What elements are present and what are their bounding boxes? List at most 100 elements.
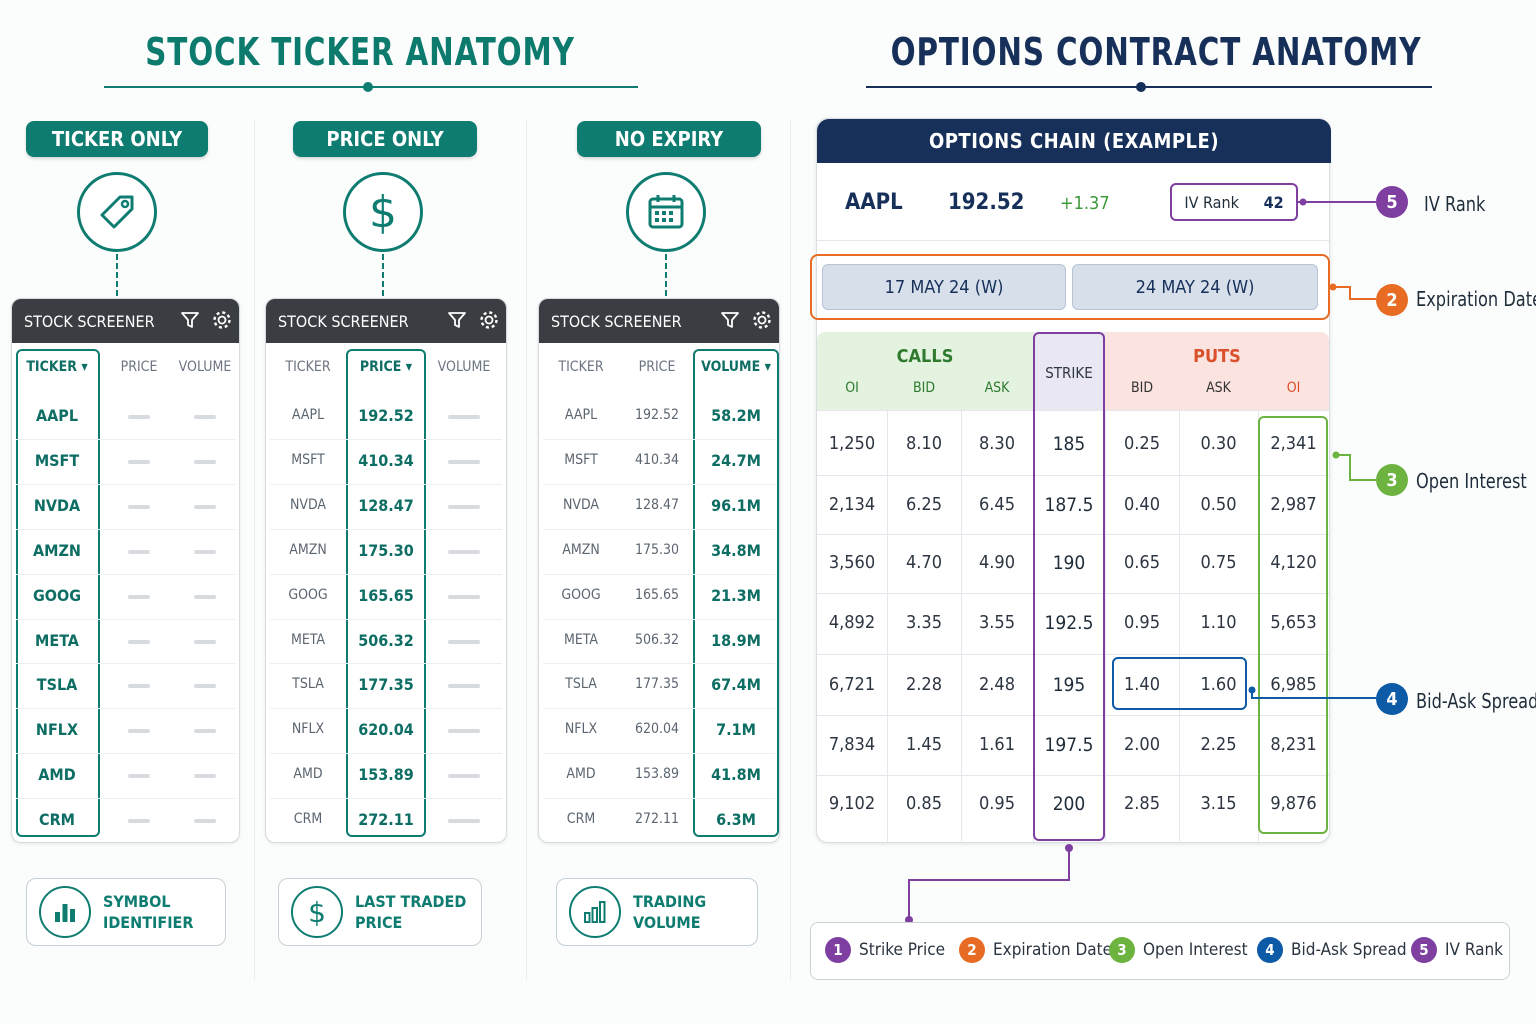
cell-volume: 7.1M <box>716 720 756 739</box>
chain-cell-c-bid[interactable]: 3.35 <box>905 612 943 633</box>
chain-cell-c-bid[interactable]: 0.85 <box>905 793 943 814</box>
grid-line <box>817 775 1329 776</box>
chain-cell-p-bid[interactable]: 2.85 <box>1123 793 1161 814</box>
placeholder-dash <box>194 684 216 688</box>
chain-cell-p-bid[interactable]: 2.00 <box>1123 734 1161 755</box>
chain-cell-p-bid[interactable]: 0.40 <box>1123 494 1161 515</box>
strike-price[interactable]: 190 <box>1052 552 1086 574</box>
chain-cell-c-ask[interactable]: 1.61 <box>978 734 1016 755</box>
chain-cell-p-oi[interactable]: 2,341 <box>1270 433 1317 454</box>
chain-cell-c-oi[interactable]: 4,892 <box>828 612 876 633</box>
chain-cell-p-bid[interactable]: 0.95 <box>1123 612 1161 633</box>
chain-cell-c-oi[interactable]: 9,102 <box>828 793 876 814</box>
chain-cell-p-ask[interactable]: 3.15 <box>1200 793 1237 814</box>
cell-price: 272.11 <box>358 810 414 829</box>
gear-icon[interactable] <box>211 309 233 335</box>
cell-ticker: META <box>35 631 79 650</box>
calls-header <box>817 332 1033 410</box>
placeholder-dash <box>128 819 150 823</box>
row-divider <box>543 753 775 754</box>
chain-cell-c-ask[interactable]: 6.45 <box>978 494 1016 515</box>
placeholder-dash <box>448 774 480 778</box>
chain-cell-p-bid[interactable]: 0.25 <box>1123 433 1161 454</box>
chain-cell-p-oi[interactable]: 6,985 <box>1270 674 1317 695</box>
chain-cell-c-ask[interactable]: 8.30 <box>978 433 1016 454</box>
column-header-price[interactable]: PRICE <box>120 359 158 375</box>
chain-cell-c-ask[interactable]: 3.55 <box>978 612 1016 633</box>
cell-volume: 24.7M <box>711 451 761 470</box>
chain-cell-p-ask[interactable]: 0.75 <box>1200 552 1237 573</box>
chain-cell-p-oi[interactable]: 5,653 <box>1270 612 1317 633</box>
column-highlight <box>693 349 779 837</box>
chain-cell-p-oi[interactable]: 4,120 <box>1270 552 1317 573</box>
chain-cell-c-oi[interactable]: 6,721 <box>828 674 876 695</box>
chain-cell-p-ask[interactable]: 0.50 <box>1200 494 1237 515</box>
chain-cell-c-ask[interactable]: 4.90 <box>978 552 1016 573</box>
cell-price: 165.65 <box>358 586 414 605</box>
symbol-identifier-label: SYMBOL IDENTIFIER <box>103 892 194 932</box>
chain-cell-p-oi[interactable]: 8,231 <box>1270 734 1317 755</box>
right-title-rule-dot <box>1136 82 1146 92</box>
chain-cell-c-bid[interactable]: 6.25 <box>905 494 943 515</box>
row-divider <box>543 484 775 485</box>
placeholder-dash <box>128 550 150 554</box>
chain-cell-p-bid[interactable]: 0.65 <box>1123 552 1161 573</box>
gear-icon[interactable] <box>478 309 500 335</box>
filter-icon[interactable] <box>719 309 741 335</box>
ticker-only-pill: TICKER ONLY <box>26 121 208 157</box>
strike-price[interactable]: 185 <box>1052 433 1086 455</box>
placeholder-dash <box>128 684 150 688</box>
sorted-column-header-ticker[interactable]: TICKER ▾ <box>26 359 88 375</box>
chain-cell-c-oi[interactable]: 1,250 <box>828 433 876 454</box>
chain-cell-c-bid[interactable]: 2.28 <box>905 674 943 695</box>
chain-cell-p-bid[interactable]: 1.40 <box>1123 674 1161 695</box>
right-title: OPTIONS CONTRACT ANATOMY <box>890 30 1422 74</box>
open-interest-highlight <box>1258 416 1328 834</box>
chain-cell-p-oi[interactable]: 2,987 <box>1270 494 1317 515</box>
chain-cell-p-oi[interactable]: 9,876 <box>1270 793 1317 814</box>
strike-price[interactable]: 195 <box>1052 674 1086 696</box>
chain-cell-c-oi[interactable]: 7,834 <box>828 734 876 755</box>
chain-cell-c-ask[interactable]: 0.95 <box>978 793 1016 814</box>
sorted-column-header-volume[interactable]: VOLUME ▾ <box>701 359 771 375</box>
row-divider <box>543 574 775 575</box>
chain-cell-p-ask[interactable]: 0.30 <box>1200 433 1237 454</box>
cell-ticker: GOOG <box>561 587 601 603</box>
strike-price[interactable]: 197.5 <box>1044 734 1094 756</box>
placeholder-dash <box>448 819 480 823</box>
caret-down-icon: ▾ <box>760 359 771 375</box>
stock-screener-price: STOCK SCREENER TICKER PRICE ▾ VOLUME AAPL 19… <box>265 298 507 843</box>
chain-cell-p-ask[interactable]: 1.60 <box>1200 674 1237 695</box>
chain-cell-p-ask[interactable]: 1.10 <box>1200 612 1237 633</box>
strike-label: STRIKE <box>1045 364 1093 382</box>
placeholder-dash <box>128 595 150 599</box>
grid-line <box>817 534 1329 535</box>
sorted-column-header-price[interactable]: PRICE ▾ <box>359 359 413 375</box>
column-header-volume[interactable]: VOLUME <box>437 359 491 375</box>
strike-price[interactable]: 200 <box>1052 793 1086 815</box>
caret-down-icon: ▾ <box>401 359 413 375</box>
cell-ticker: AMD <box>38 765 76 784</box>
chain-cell-c-oi[interactable]: 3,560 <box>828 552 876 573</box>
option-underlying-price: 192.52 <box>948 190 1025 215</box>
strike-price[interactable]: 192.5 <box>1044 612 1094 634</box>
chain-cell-c-ask[interactable]: 2.48 <box>978 674 1016 695</box>
expiration-button[interactable]: 24 MAY 24 (W) <box>1072 264 1318 310</box>
column-header-ticker[interactable]: TICKER <box>558 359 604 375</box>
column-header-price[interactable]: PRICE <box>638 359 676 375</box>
column-header-volume[interactable]: VOLUME <box>178 359 232 375</box>
chain-cell-c-bid[interactable]: 8.10 <box>905 433 943 454</box>
chain-cell-c-bid[interactable]: 1.45 <box>905 734 943 755</box>
expiration-button[interactable]: 17 MAY 24 (W) <box>822 264 1066 310</box>
column-header-ticker[interactable]: TICKER <box>285 359 331 375</box>
filter-icon[interactable] <box>446 309 468 335</box>
screener-header: STOCK SCREENER <box>539 299 779 343</box>
filter-icon[interactable] <box>179 309 201 335</box>
chain-cell-c-bid[interactable]: 4.70 <box>905 552 943 573</box>
cell-ticker: META <box>563 632 599 648</box>
strike-price[interactable]: 187.5 <box>1044 494 1094 516</box>
gear-icon[interactable] <box>751 309 773 335</box>
grid-line <box>887 410 888 842</box>
chain-cell-p-ask[interactable]: 2.25 <box>1200 734 1237 755</box>
chain-cell-c-oi[interactable]: 2,134 <box>828 494 876 515</box>
